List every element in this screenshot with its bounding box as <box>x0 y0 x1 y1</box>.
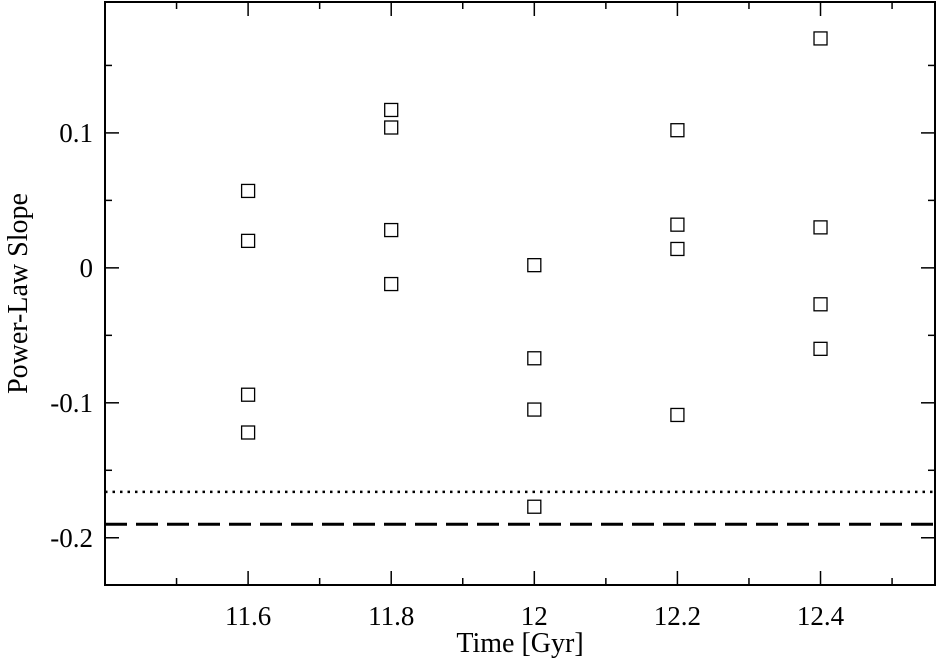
x-tick-labels: 11.6 11.8 12 12.2 12.4 <box>225 601 845 631</box>
plot-area <box>104 1 936 586</box>
data-point <box>527 351 542 366</box>
data-point <box>384 120 399 135</box>
x-tick-label: 12.4 <box>797 601 845 631</box>
data-point <box>813 31 828 46</box>
plot-frame <box>104 1 936 586</box>
data-point <box>527 499 542 514</box>
data-point <box>240 425 256 440</box>
data-points <box>240 31 828 514</box>
data-point <box>670 407 685 423</box>
x-tick-label: 12 <box>521 601 548 631</box>
data-point <box>240 233 256 249</box>
data-point <box>670 123 685 138</box>
data-point <box>527 258 542 273</box>
y-axis-title: Power-Law Slope <box>3 193 34 394</box>
data-point <box>670 217 685 232</box>
x-tick-label: 11.8 <box>368 601 414 631</box>
data-point <box>813 341 828 356</box>
data-point <box>670 241 685 257</box>
data-point <box>384 102 399 118</box>
data-point <box>813 297 828 312</box>
data-point <box>813 220 828 235</box>
data-point <box>384 222 399 238</box>
reference-lines <box>105 490 935 526</box>
axis-ticks <box>104 2 935 585</box>
y-tick-label: -0.2 <box>50 523 93 553</box>
x-axis-title: Time [Gyr] <box>456 628 583 659</box>
x-tick-label: 11.6 <box>225 601 271 631</box>
x-tick-label: 12.2 <box>654 601 701 631</box>
data-point <box>240 387 256 402</box>
y-tick-label: 0.1 <box>59 118 93 148</box>
data-point <box>240 183 256 199</box>
data-point <box>527 402 542 417</box>
data-point <box>384 276 399 292</box>
y-tick-label: -0.1 <box>50 388 93 418</box>
y-tick-labels: -0.2 -0.1 0 0.1 <box>50 118 93 553</box>
y-tick-label: 0 <box>80 253 94 283</box>
